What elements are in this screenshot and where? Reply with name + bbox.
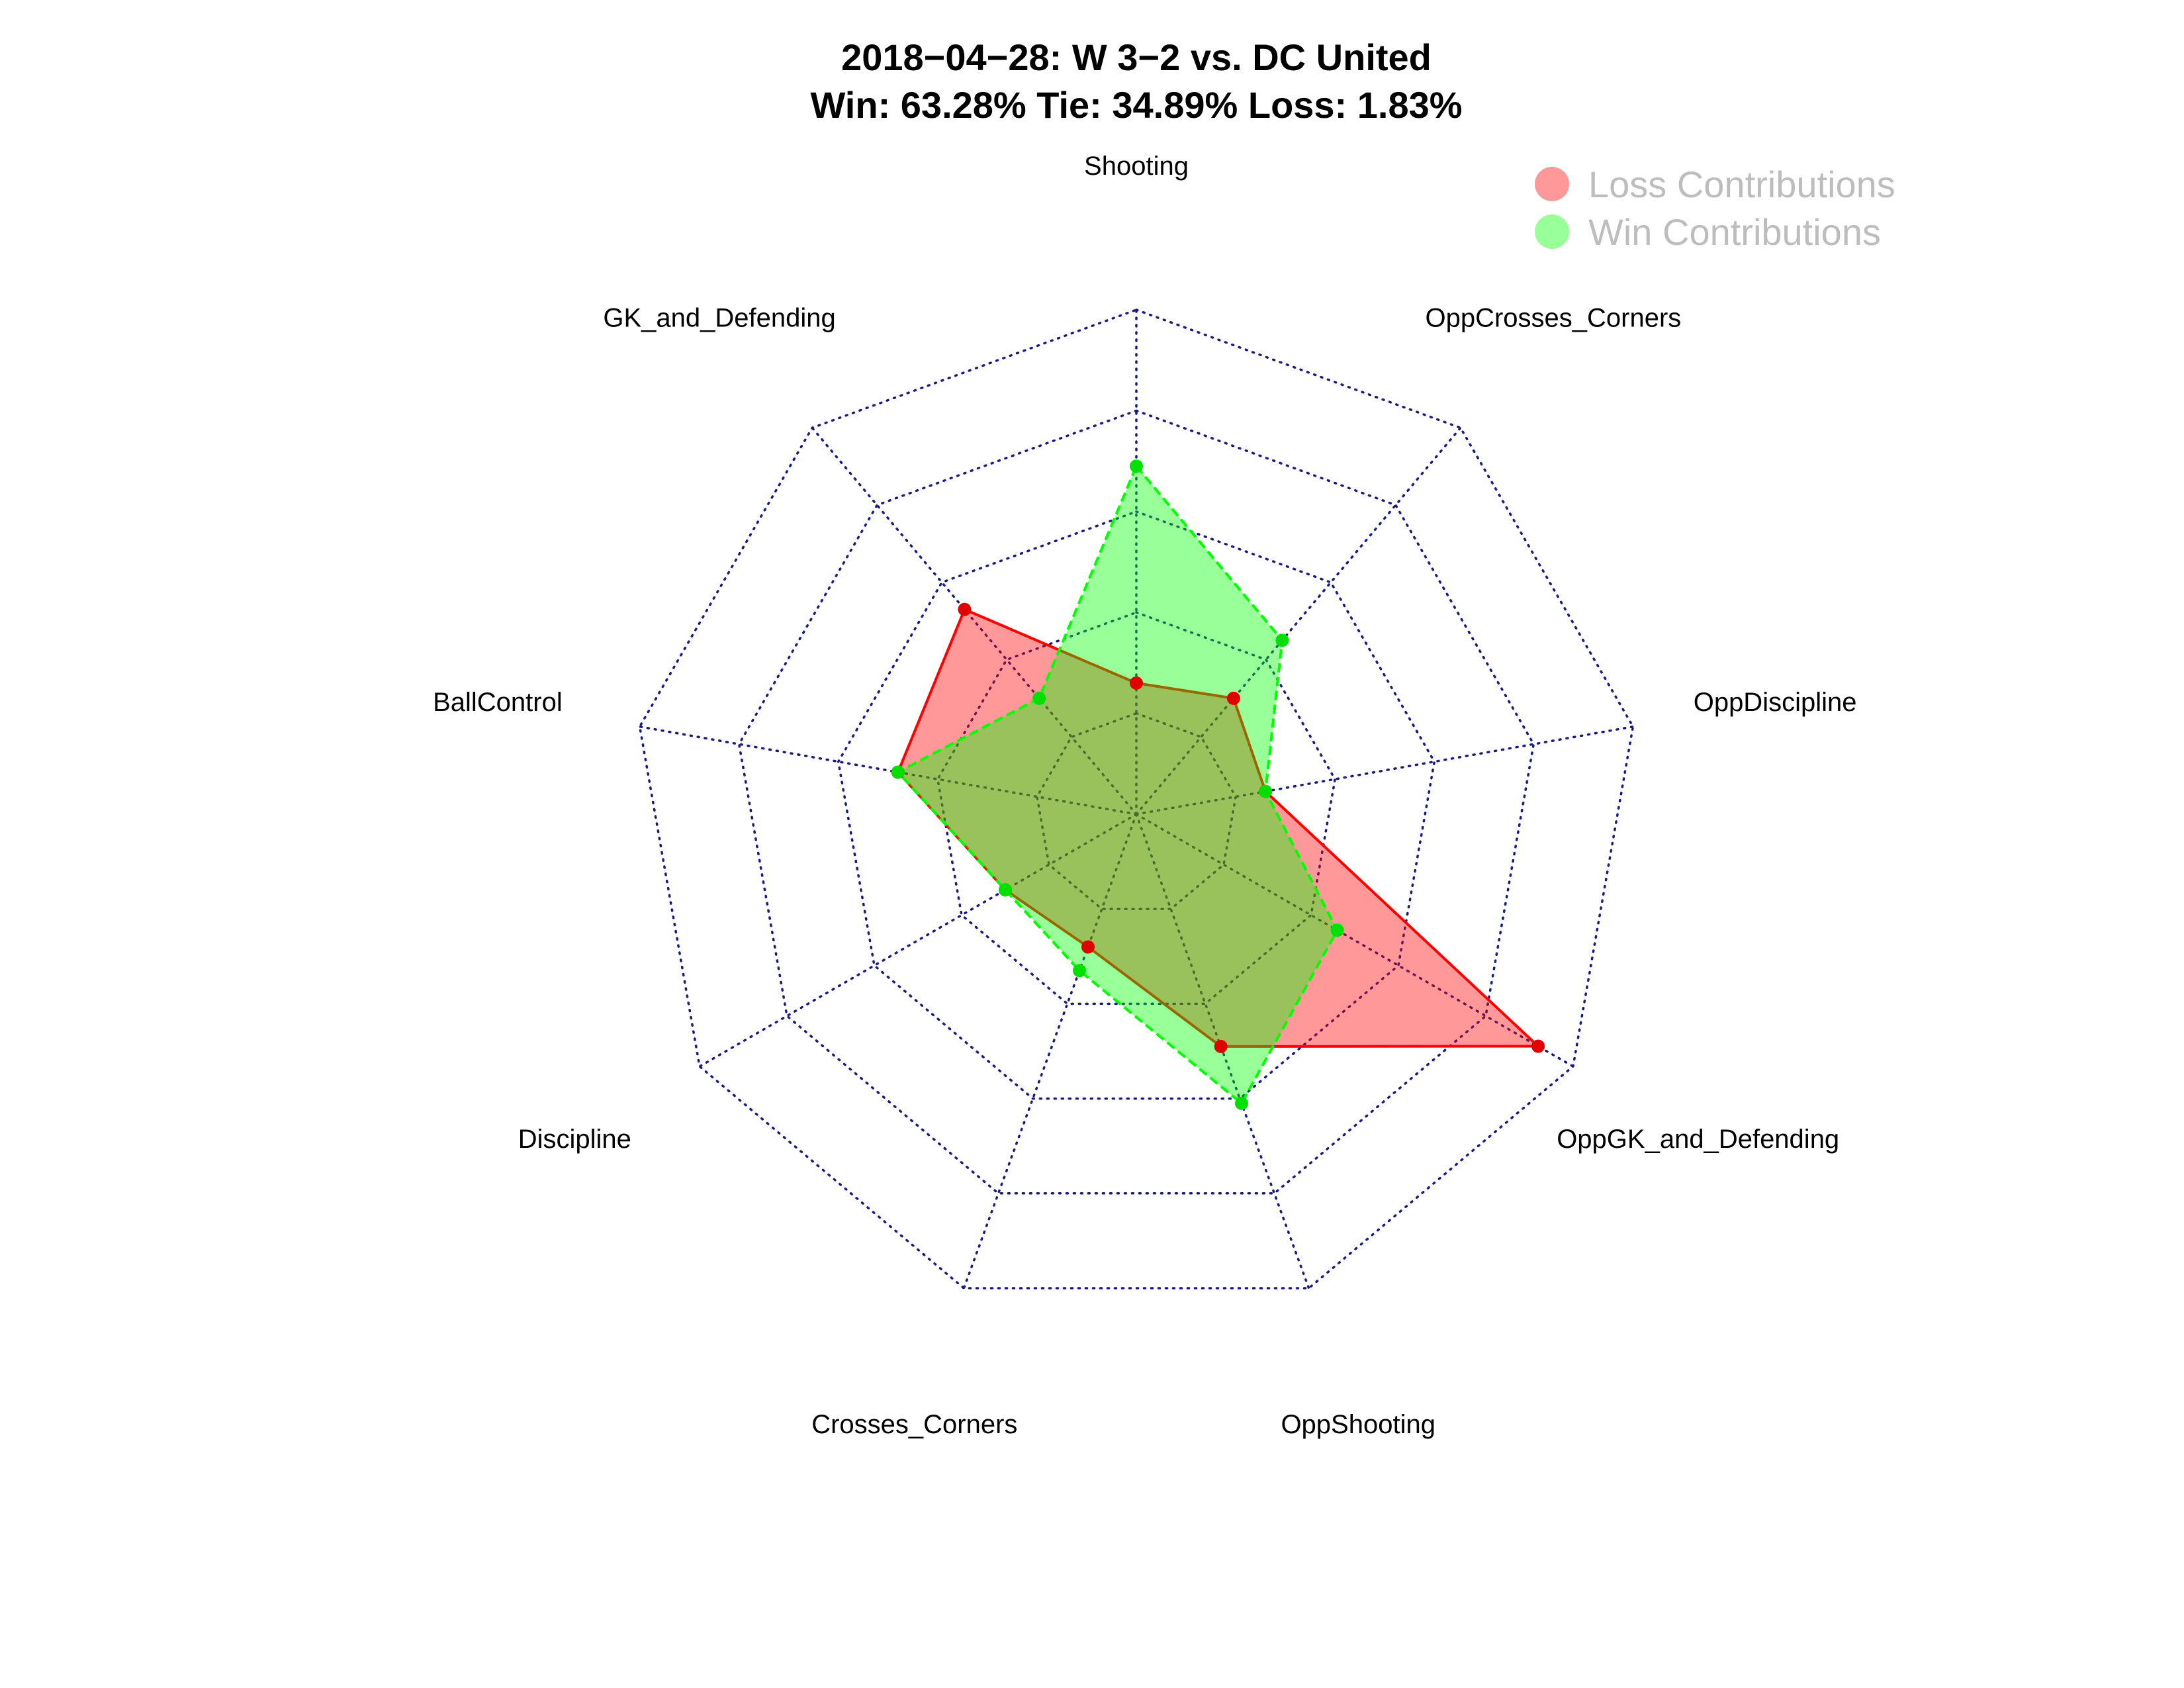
axis-label-2: OppDiscipline <box>1694 688 1857 717</box>
axis-label-3: OppGK_and_Defending <box>1557 1125 1839 1154</box>
series-0-point-0 <box>1130 676 1143 690</box>
axis-labels: Shooting OppCrosses_Corners OppDiscipline O… <box>433 152 1856 1439</box>
legend: Loss Contributions Win Contributions <box>1535 164 1895 253</box>
axis-label-4: OppShooting <box>1281 1410 1435 1439</box>
grid-ring-5 <box>638 308 1635 1289</box>
series-1-point-1 <box>1275 633 1289 647</box>
legend-swatch-0 <box>1535 167 1569 201</box>
chart-title: 2018−04−28: W 3−2 vs. DC United <box>841 36 1432 78</box>
series-1-point-8 <box>1032 691 1046 705</box>
axis-label-1: OppCrosses_Corners <box>1425 303 1681 332</box>
series-1-point-0 <box>1130 459 1143 473</box>
legend-label-0: Loss Contributions <box>1588 164 1895 205</box>
axis-label-0: Shooting <box>1084 152 1189 181</box>
grid-ring-1 <box>1036 712 1237 910</box>
radar-grid <box>638 308 1635 1289</box>
series-1-point-3 <box>1330 923 1344 937</box>
series-0-point-1 <box>1226 691 1240 705</box>
series-0-point-5 <box>1081 940 1095 954</box>
series-0-point-8 <box>958 602 972 616</box>
series-0-point-3 <box>1531 1039 1545 1053</box>
axis-label-8: GK_and_Defending <box>603 303 835 332</box>
axis-label-7: BallControl <box>433 688 563 717</box>
series-1-point-7 <box>891 765 905 779</box>
series-1-point-5 <box>1073 964 1086 978</box>
series-polygons <box>891 459 1545 1110</box>
series-polygon-1 <box>895 463 1339 1105</box>
series-polygon-0 <box>896 607 1542 1048</box>
legend-swatch-1 <box>1535 214 1569 249</box>
grid-ring-4 <box>737 409 1535 1195</box>
grid-ring-2 <box>936 611 1337 1006</box>
series-0-point-4 <box>1214 1039 1228 1053</box>
axis-label-5: Crosses_Corners <box>811 1410 1017 1439</box>
series-1-point-2 <box>1259 784 1273 798</box>
series-1-point-6 <box>999 883 1012 897</box>
grid-ring-3 <box>837 510 1436 1100</box>
axis-label-6: Discipline <box>518 1125 631 1154</box>
series-1-point-4 <box>1235 1096 1248 1110</box>
legend-label-1: Win Contributions <box>1588 211 1881 253</box>
chart-subtitle: Win: 63.28% Tie: 34.89% Loss: 1.83% <box>810 84 1462 126</box>
